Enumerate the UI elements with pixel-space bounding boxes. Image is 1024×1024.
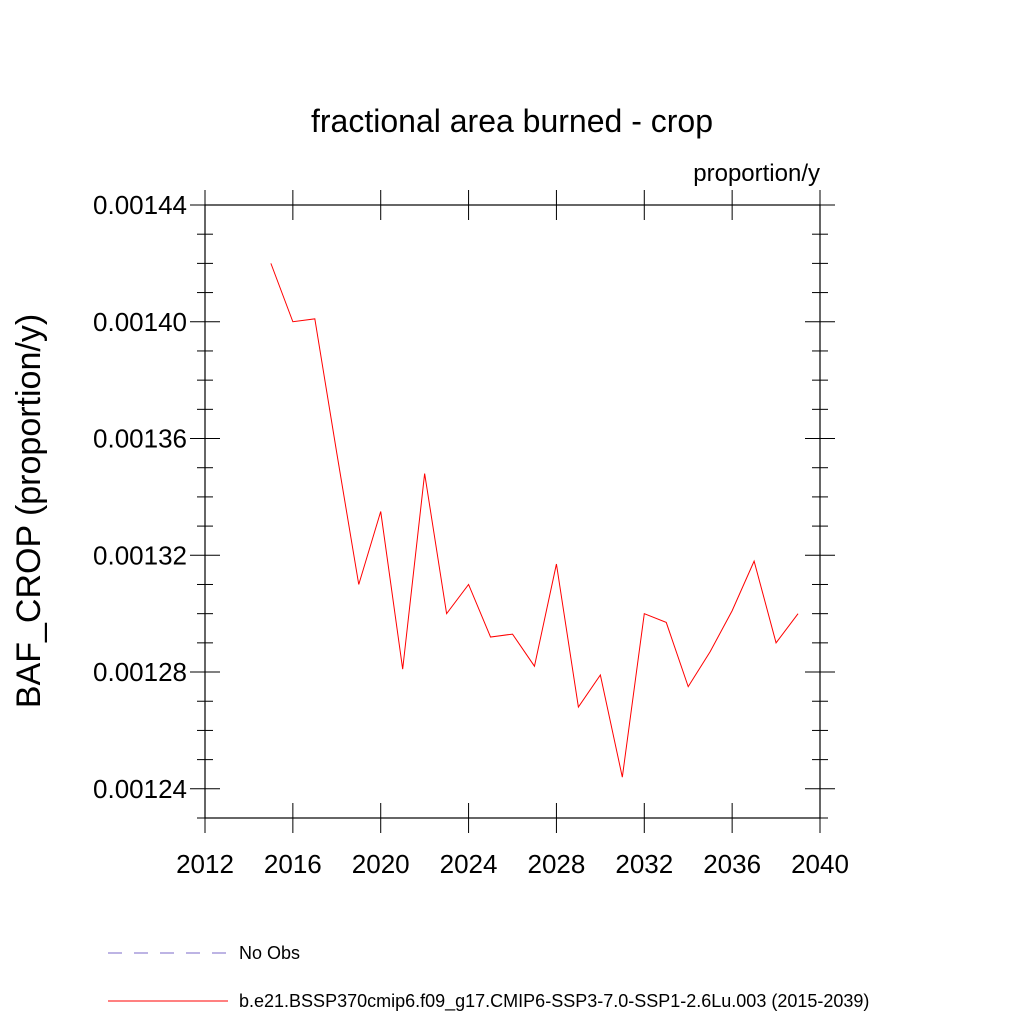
units-label: proportion/y bbox=[693, 160, 820, 187]
legend-label-no-obs: No Obs bbox=[239, 943, 300, 963]
x-axis: 2012 2016 2020 2024 2028 2032 2036 2040 bbox=[176, 190, 849, 879]
y-tick-label: 0.00136 bbox=[93, 424, 187, 454]
x-tick-label: 2036 bbox=[703, 849, 761, 879]
x-tick-label: 2016 bbox=[264, 849, 322, 879]
x-tick-label: 2012 bbox=[176, 849, 234, 879]
x-tick-label: 2040 bbox=[791, 849, 849, 879]
y-tick-label: 0.00144 bbox=[93, 190, 187, 220]
legend-label-model-run: b.e21.BSSP370cmip6.f09_g17.CMIP6-SSP3-7.… bbox=[239, 991, 869, 1012]
minor-ticks bbox=[197, 233, 828, 819]
x-tick-label: 2032 bbox=[615, 849, 673, 879]
y-tick-label: 0.00128 bbox=[93, 657, 187, 687]
legend: No Obs b.e21.BSSP370cmip6.f09_g17.CMIP6-… bbox=[108, 943, 869, 1012]
series-line bbox=[270, 263, 799, 778]
chart-title: fractional area burned - crop bbox=[311, 103, 713, 139]
y-tick-label: 0.00140 bbox=[93, 307, 187, 337]
x-tick-label: 2020 bbox=[352, 849, 410, 879]
plot-frame bbox=[204, 204, 821, 819]
y-axis: 0.00124 0.00128 0.00132 0.00136 0.00140 0.001… bbox=[93, 190, 835, 804]
y-tick-label: 0.00124 bbox=[93, 774, 187, 804]
series-layer bbox=[270, 263, 799, 778]
x-tick-label: 2028 bbox=[528, 849, 586, 879]
x-tick-label: 2024 bbox=[440, 849, 498, 879]
y-axis-label: BAF_CROP (proportion/y) bbox=[10, 314, 48, 708]
y-tick-label: 0.00132 bbox=[93, 540, 187, 570]
